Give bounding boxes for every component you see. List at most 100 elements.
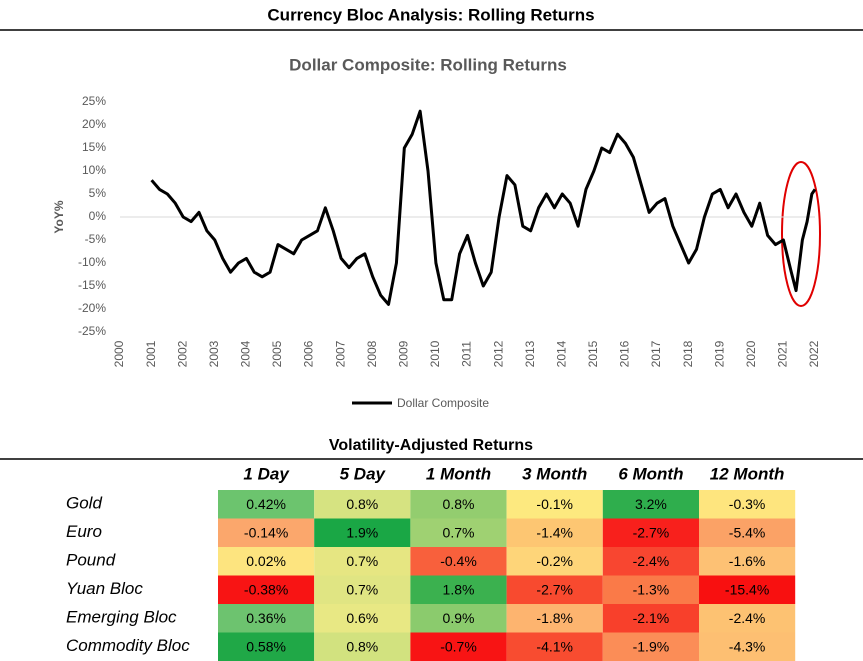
- x-tick-label: 2011: [460, 341, 474, 367]
- table-cell: [314, 490, 411, 519]
- table-cell: [410, 547, 507, 576]
- cell-value: 0.8%: [346, 496, 378, 512]
- row-label: Yuan Bloc: [66, 579, 143, 598]
- table-cell: [602, 490, 699, 519]
- x-tick-label: 2005: [270, 340, 284, 367]
- cell-value: -2.4%: [729, 610, 766, 626]
- x-tick-label: 2015: [586, 340, 600, 367]
- highlight-ellipse: [781, 161, 821, 307]
- y-tick-label: 15%: [82, 140, 106, 154]
- x-tick-label: 2021: [776, 340, 790, 367]
- table-cell: [699, 632, 796, 661]
- row-label: Gold: [66, 494, 102, 513]
- cell-value: -1.6%: [729, 553, 766, 569]
- x-tick-label: 2018: [681, 340, 695, 367]
- table-cell: [506, 575, 603, 604]
- cell-value: -0.3%: [729, 496, 766, 512]
- cell-value: -2.4%: [633, 553, 670, 569]
- page-title: Currency Bloc Analysis: Rolling Returns: [267, 5, 594, 24]
- x-tick-label: 2016: [618, 340, 632, 367]
- table-cell: [602, 604, 699, 633]
- column-header: 1 Day: [243, 464, 290, 483]
- cell-value: 0.8%: [443, 496, 475, 512]
- cell-value: -0.14%: [244, 524, 288, 540]
- table-title: Volatility-Adjusted Returns: [329, 437, 533, 454]
- x-tick-label: 2012: [491, 340, 505, 367]
- cell-value: -2.7%: [633, 524, 670, 540]
- cell-value: 0.42%: [246, 496, 286, 512]
- table-cell: [506, 490, 603, 519]
- y-tick-label: 0%: [89, 209, 107, 223]
- table-cell: [410, 604, 507, 633]
- column-header: 1 Month: [426, 464, 491, 483]
- cell-value: -4.3%: [729, 638, 766, 654]
- cell-value: -1.4%: [536, 524, 573, 540]
- cell-value: -4.1%: [536, 638, 573, 654]
- column-header: 12 Month: [710, 464, 785, 483]
- cell-value: -2.1%: [633, 610, 670, 626]
- y-tick-label: 5%: [89, 186, 107, 200]
- row-label: Commodity Bloc: [66, 636, 190, 655]
- table-cell: [602, 632, 699, 661]
- y-tick-label: 10%: [82, 163, 106, 177]
- table-cell: [699, 575, 796, 604]
- cell-value: -1.3%: [633, 581, 670, 597]
- x-tick-label: 2004: [239, 340, 253, 367]
- x-tick-label: 2006: [302, 340, 316, 367]
- y-tick-label: 20%: [82, 117, 106, 131]
- x-tick-label: 2014: [554, 340, 568, 367]
- row-label: Pound: [66, 551, 116, 570]
- table-cell: [410, 575, 507, 604]
- y-tick-label: -5%: [85, 232, 107, 246]
- table-cell: [218, 518, 315, 547]
- cell-value: 0.36%: [246, 610, 286, 626]
- cell-value: -0.2%: [536, 553, 573, 569]
- y-tick-label: -25%: [78, 324, 106, 338]
- table-cell: [410, 632, 507, 661]
- y-tick-label: -15%: [78, 278, 106, 292]
- cell-value: -15.4%: [725, 581, 769, 597]
- cell-value: 0.6%: [346, 610, 378, 626]
- x-tick-label: 2017: [649, 340, 663, 367]
- table-cell: [218, 604, 315, 633]
- x-tick-label: 2000: [112, 340, 126, 367]
- chart-title: Dollar Composite: Rolling Returns: [289, 55, 567, 74]
- table-cell: [699, 518, 796, 547]
- y-tick-label: 25%: [82, 94, 106, 108]
- table-cell: [218, 575, 315, 604]
- table-cell: [602, 518, 699, 547]
- table-cell: [218, 632, 315, 661]
- data-line: [150, 109, 817, 306]
- table-cell: [699, 604, 796, 633]
- column-header: 3 Month: [522, 464, 587, 483]
- x-tick-label: 2020: [744, 340, 758, 367]
- x-tick-label: 2019: [712, 340, 726, 367]
- cell-value: 0.58%: [246, 638, 286, 654]
- table-cell: [314, 604, 411, 633]
- cell-value: -1.8%: [536, 610, 573, 626]
- y-tick-label: -20%: [78, 301, 106, 315]
- x-tick-label: 2003: [207, 340, 221, 367]
- x-tick-label: 2002: [175, 340, 189, 367]
- row-label: Euro: [66, 522, 102, 541]
- cell-value: 1.9%: [346, 524, 378, 540]
- cell-value: -0.38%: [244, 581, 288, 597]
- cell-value: 0.8%: [346, 638, 378, 654]
- cell-value: 0.7%: [346, 581, 378, 597]
- table-cell: [506, 632, 603, 661]
- y-axis-label: YoY%: [52, 200, 66, 233]
- table-cell: [506, 547, 603, 576]
- table-cell: [218, 490, 315, 519]
- table-cell: [699, 490, 796, 519]
- cell-value: -5.4%: [729, 524, 766, 540]
- cell-value: -0.7%: [440, 638, 477, 654]
- x-tick-label: 2001: [144, 340, 158, 367]
- table-cell: [314, 575, 411, 604]
- table-cell: [602, 547, 699, 576]
- column-header: 6 Month: [618, 464, 683, 483]
- table-cell: [218, 547, 315, 576]
- column-header: 5 Day: [340, 464, 387, 483]
- table-cell: [410, 518, 507, 547]
- table-cell: [314, 518, 411, 547]
- table-cell: [699, 547, 796, 576]
